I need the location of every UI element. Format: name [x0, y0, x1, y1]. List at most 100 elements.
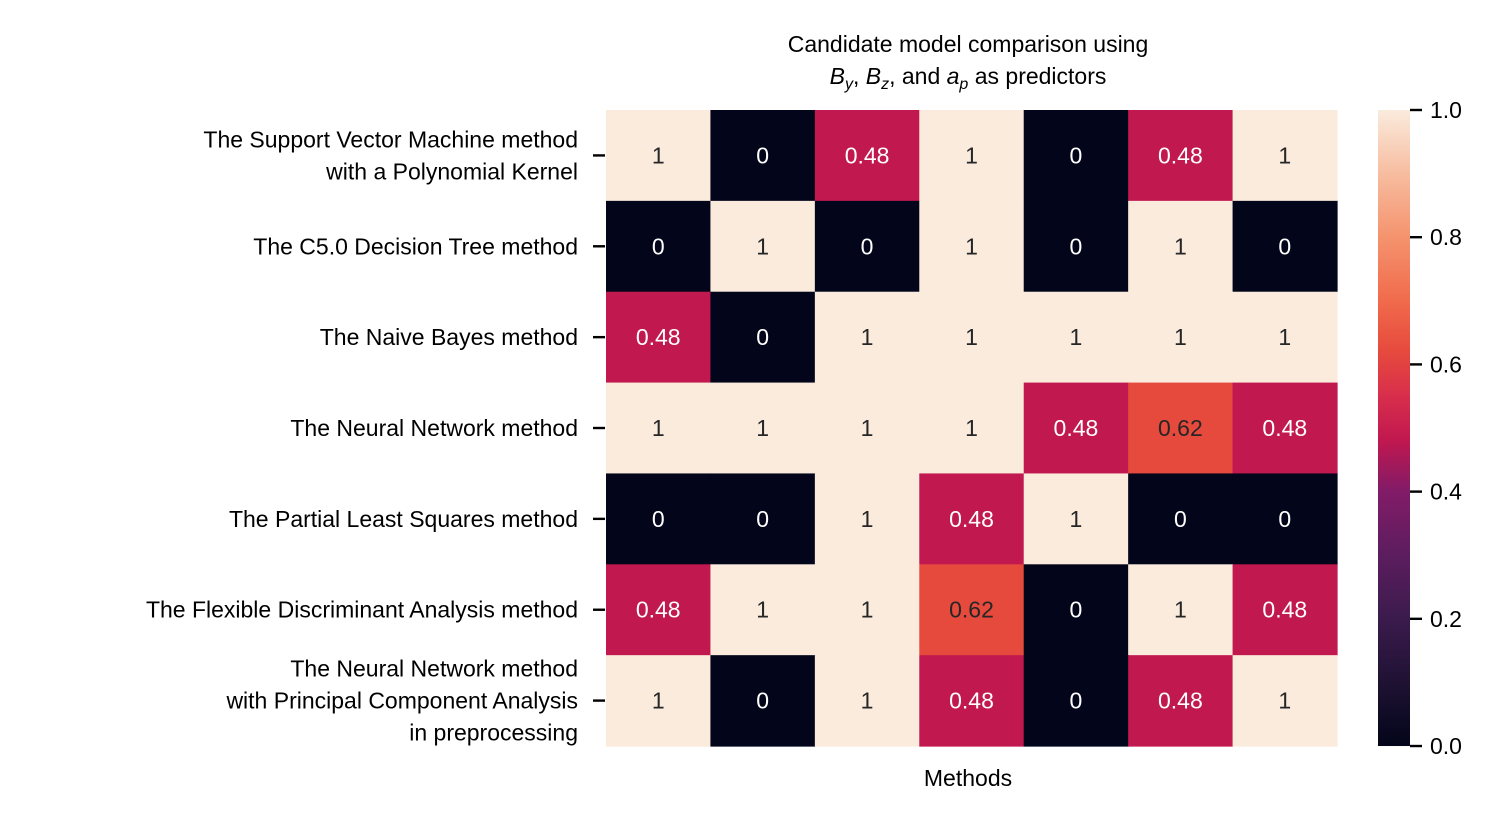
- x-axis-label: Methods: [924, 765, 1012, 791]
- cell-annotation-r2-c6: 1: [1278, 324, 1291, 350]
- colorbar-tick-label: 0.8: [1430, 224, 1462, 250]
- heatmap-cells: [606, 110, 1338, 747]
- heatmap-cell-r3-c2: [814, 382, 920, 475]
- cell-annotation-r4-c3: 0.48: [949, 506, 994, 532]
- colorbar-tick-label: 0.4: [1430, 479, 1462, 505]
- cell-annotation-r6-c5: 0.48: [1158, 688, 1203, 714]
- heatmap-cell-r5-c0: [606, 564, 712, 656]
- cell-annotation-r2-c5: 1: [1174, 324, 1187, 350]
- cell-annotation-r5-c0: 0.48: [636, 597, 681, 623]
- cell-annotation-r5-c3: 0.62: [949, 597, 994, 623]
- heatmap-cell-r6-c2: [814, 655, 920, 747]
- chart-title-line-1: Candidate model comparison using: [788, 31, 1149, 57]
- row-label-2: The Naive Bayes method: [320, 324, 578, 350]
- cell-annotation-r2-c3: 1: [965, 324, 978, 350]
- cell-annotation-r4-c5: 0: [1174, 506, 1187, 532]
- heatmap-cell-r5-c1: [710, 564, 816, 656]
- cell-annotation-r0-c3: 1: [965, 142, 978, 168]
- heatmap-cell-r4-c4: [1023, 473, 1129, 565]
- colorbar-tick-label: 1.0: [1430, 97, 1462, 123]
- cell-annotation-r0-c4: 0: [1070, 142, 1083, 168]
- row-label-line: in preprocessing: [409, 720, 578, 746]
- cell-annotation-r6-c0: 1: [652, 688, 665, 714]
- title-segment: B: [866, 63, 881, 89]
- cell-annotation-r1-c2: 0: [861, 233, 874, 259]
- title-segment: y: [844, 76, 854, 93]
- cell-annotation-r5-c1: 1: [756, 597, 769, 623]
- heatmap-cell-r1-c0: [606, 200, 712, 293]
- heatmap-cell-r1-c2: [814, 200, 920, 293]
- heatmap-cell-r1-c5: [1128, 200, 1234, 293]
- heatmap-cell-r0-c2: [814, 110, 920, 202]
- heatmap-cell-r4-c6: [1232, 473, 1338, 565]
- heatmap-cell-r0-c5: [1128, 110, 1234, 202]
- cell-annotation-r0-c5: 0.48: [1158, 142, 1203, 168]
- cell-annotation-r1-c6: 0: [1278, 233, 1291, 259]
- heatmap-cell-r2-c2: [814, 291, 920, 384]
- heatmap-cell-r4-c1: [710, 473, 816, 565]
- row-label-line: The Partial Least Squares method: [229, 506, 578, 532]
- heatmap-cell-r4-c0: [606, 473, 712, 565]
- cell-annotation-r6-c3: 0.48: [949, 688, 994, 714]
- cell-annotation-r5-c6: 0.48: [1262, 597, 1307, 623]
- heatmap-cell-r6-c3: [919, 655, 1025, 747]
- row-label-line: with Principal Component Analysis: [225, 688, 578, 714]
- heatmap-cell-r3-c5: [1128, 382, 1234, 475]
- title-segment: a: [947, 63, 960, 89]
- heatmap-cell-r2-c0: [606, 291, 712, 384]
- heatmap-cell-r6-c4: [1023, 655, 1129, 747]
- colorbar-gradient: [1378, 110, 1410, 747]
- heatmap-cell-r6-c0: [606, 655, 712, 747]
- heatmap-cell-r1-c6: [1232, 200, 1338, 293]
- cell-annotation-r6-c4: 0: [1070, 688, 1083, 714]
- row-labels: The Support Vector Machine method with a …: [146, 126, 605, 746]
- cell-annotation-r0-c6: 1: [1278, 142, 1291, 168]
- cell-annotation-r4-c0: 0: [652, 506, 665, 532]
- heatmap-cell-r2-c4: [1023, 291, 1129, 384]
- cell-annotation-r6-c2: 1: [861, 688, 874, 714]
- heatmap-cell-r6-c1: [710, 655, 816, 747]
- heatmap-cell-r1-c4: [1023, 200, 1129, 293]
- title-segment: as predictors: [968, 63, 1106, 89]
- row-label-4: The Partial Least Squares method: [229, 506, 578, 532]
- row-label-3: The Neural Network method: [290, 415, 578, 441]
- heatmap-cell-r0-c4: [1023, 110, 1129, 202]
- heatmap-cell-r4-c3: [919, 473, 1025, 565]
- row-label-0: The Support Vector Machine method with a …: [203, 126, 578, 184]
- title-segment: p: [958, 76, 968, 93]
- cell-annotation-r3-c4: 0.48: [1054, 415, 1099, 441]
- heatmap-cell-r5-c6: [1232, 564, 1338, 656]
- cell-annotation-r2-c1: 0: [756, 324, 769, 350]
- heatmap-cell-r3-c1: [710, 382, 816, 475]
- heatmap-cell-r5-c5: [1128, 564, 1234, 656]
- cell-annotation-r1-c3: 1: [965, 233, 978, 259]
- cell-annotation-r1-c5: 1: [1174, 233, 1187, 259]
- row-label-5: The Flexible Discriminant Analysis metho…: [146, 597, 578, 623]
- cell-annotation-r4-c1: 0: [756, 506, 769, 532]
- cell-annotation-r0-c0: 1: [652, 142, 665, 168]
- row-label-line: The Flexible Discriminant Analysis metho…: [146, 597, 578, 623]
- row-label-1: The C5.0 Decision Tree method: [253, 233, 578, 259]
- heatmap-cell-r3-c3: [919, 382, 1025, 475]
- row-label-6: The Neural Network method with Principal …: [225, 656, 578, 746]
- cell-annotation-r3-c6: 0.48: [1262, 415, 1307, 441]
- heatmap-cell-r6-c6: [1232, 655, 1338, 747]
- heatmap-cell-r6-c5: [1128, 655, 1234, 747]
- colorbar-tick-label: 0.0: [1430, 733, 1462, 759]
- heatmap-cell-r0-c6: [1232, 110, 1338, 202]
- cell-annotation-r6-c1: 0: [756, 688, 769, 714]
- heatmap-cell-r5-c2: [814, 564, 920, 656]
- colorbar-tick-label: 0.6: [1430, 351, 1462, 377]
- cell-annotation-r2-c2: 1: [861, 324, 874, 350]
- row-label-line: with a Polynomial Kernel: [325, 158, 578, 184]
- colorbar: 0.0 0.2 0.4 0.6 0.8 1.0: [1378, 97, 1462, 759]
- cell-annotation-r0-c1: 0: [756, 142, 769, 168]
- row-label-line: The Neural Network method: [290, 656, 578, 682]
- cell-annotation-r4-c6: 0: [1278, 506, 1291, 532]
- colorbar-tick-label: 0.2: [1430, 606, 1462, 632]
- cell-annotation-r5-c2: 1: [861, 597, 874, 623]
- heatmap-cell-r5-c4: [1023, 564, 1129, 656]
- cell-annotation-r5-c5: 1: [1174, 597, 1187, 623]
- heatmap-cell-r4-c2: [814, 473, 920, 565]
- row-label-line: The C5.0 Decision Tree method: [253, 233, 578, 259]
